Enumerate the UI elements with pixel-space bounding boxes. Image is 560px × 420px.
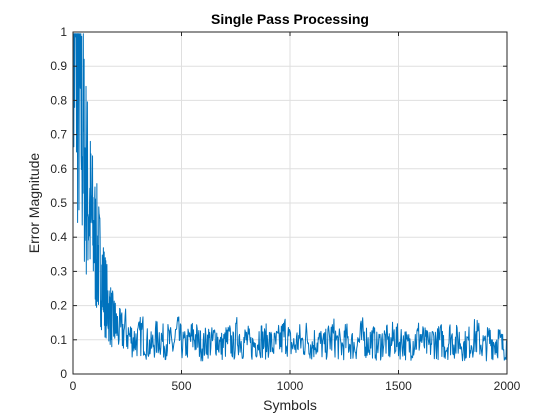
x-tick-label: 500 <box>171 379 191 393</box>
chart-title: Single Pass Processing <box>211 11 369 27</box>
x-axis-label: Symbols <box>263 397 317 413</box>
x-tick-labels: 0 500 1000 1500 2000 <box>70 379 521 393</box>
y-tick-label: 0 <box>60 367 67 381</box>
y-tick-label: 0.6 <box>50 162 67 176</box>
y-tick-label: 0.8 <box>50 93 67 107</box>
y-tick-label: 0.9 <box>50 59 67 73</box>
series-group <box>72 33 508 362</box>
y-tick-label: 0.7 <box>50 128 67 142</box>
tick-marks <box>72 31 508 375</box>
y-tick-label: 1 <box>60 25 67 39</box>
x-tick-label: 1000 <box>277 379 304 393</box>
y-tick-label: 0.5 <box>50 196 67 210</box>
y-tick-label: 0.1 <box>50 333 67 347</box>
y-axis-label: Error Magnitude <box>26 153 42 254</box>
x-tick-label: 2000 <box>494 379 521 393</box>
y-tick-label: 0.4 <box>50 230 67 244</box>
series-line <box>72 33 508 362</box>
y-tick-label: 0.2 <box>50 299 67 313</box>
x-tick-label: 0 <box>70 379 77 393</box>
y-tick-labels: 0 0.1 0.2 0.3 0.4 0.5 0.6 0.7 0.8 0.9 1 <box>50 25 67 381</box>
y-tick-label: 0.3 <box>50 264 67 278</box>
x-tick-label: 1500 <box>385 379 412 393</box>
